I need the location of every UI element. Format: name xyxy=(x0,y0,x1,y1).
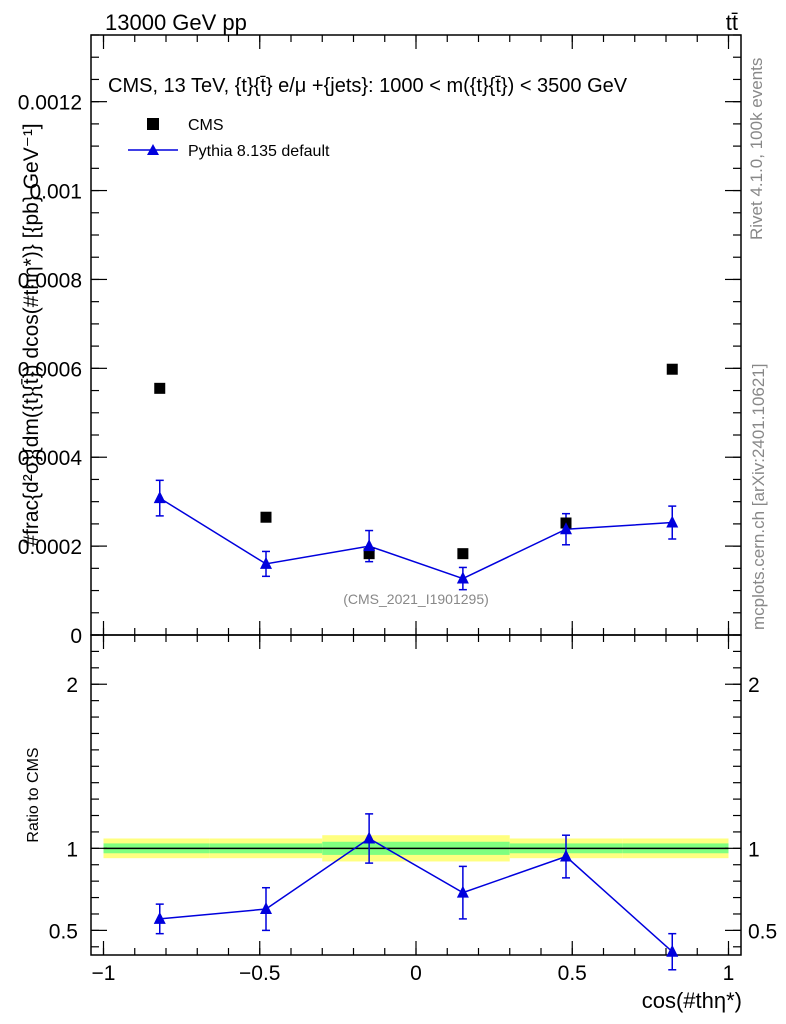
main-y-tick-label: 0.0004 xyxy=(18,447,83,470)
cms-data-point xyxy=(363,548,375,560)
rivet-label: Rivet 4.1.0, 100k events xyxy=(747,58,766,240)
ratio-y-tick-label-left: 1 xyxy=(66,838,78,861)
ratio-y-axis-label: Ratio to CMS xyxy=(25,747,42,842)
ratio-y-tick-label-right: 2 xyxy=(748,674,760,697)
cms-data-point xyxy=(260,511,272,523)
ratio-x-tick-label: 1 xyxy=(723,962,735,985)
ratio-data-point xyxy=(560,849,572,862)
main-y-axis-label: #frac{d²σ}{dm({t}{t̄}) dcos(#thη*)} [{pb… xyxy=(20,123,43,546)
ratio-plot-frame xyxy=(90,634,742,956)
ratio-y-tick-label-left: 2 xyxy=(66,674,78,697)
main-y-tick-label: 0.0008 xyxy=(18,269,82,292)
main-data-marks xyxy=(153,363,679,591)
legend-pythia-label: Pythia 8.135 default xyxy=(188,143,330,160)
ratio-uncertainty-bands xyxy=(103,835,729,862)
main-y-tick-label: 0.0012 xyxy=(18,92,82,115)
pythia-data-point xyxy=(363,539,376,552)
ratio-data-point xyxy=(260,902,272,915)
main-plot-panel: 0 0.0002 0.0004 0.0006 0.0008 0.001 0.0012 CMS… xyxy=(18,34,742,648)
legend-cms-marker xyxy=(147,118,159,130)
pythia-series-line xyxy=(159,497,673,580)
pythia-data-point xyxy=(153,491,166,504)
analysis-watermark: (CMS_2021_I1901295) xyxy=(343,591,489,607)
energy-label: 13000 GeV pp xyxy=(105,10,247,35)
ratio-x-tick-label: −1 xyxy=(92,962,116,985)
legend-pythia-marker xyxy=(147,144,159,155)
main-ticks xyxy=(91,34,741,636)
ratio-data-point xyxy=(363,831,376,844)
legend-cms-label: CMS xyxy=(188,117,224,134)
main-y-tick-label: 0 xyxy=(70,625,82,648)
pythia-data-point xyxy=(666,515,679,528)
process-label: tt̄ xyxy=(726,10,738,35)
legend: CMS Pythia 8.135 default xyxy=(128,117,330,160)
ratio-plot-panel: 0.5 0.5 1 1 2 2 −1 −0.5 0 0.5 1 Ratio to CMS cos(#… xyxy=(25,634,777,1013)
cms-data-point xyxy=(457,548,469,560)
ratio-y-tick-label-left: 0.5 xyxy=(49,920,78,943)
main-y-tick-label: 0.001 xyxy=(29,181,82,204)
ratio-data-marks xyxy=(153,813,679,971)
ratio-y-tick-label-right: 1 xyxy=(748,838,760,861)
cms-data-point xyxy=(154,382,166,394)
ratio-ticks xyxy=(91,635,741,955)
pythia-data-point xyxy=(260,556,272,569)
x-axis-label: cos(#thη*) xyxy=(642,988,742,1013)
ratio-data-point xyxy=(456,885,469,898)
ratio-data-point xyxy=(666,944,679,957)
ratio-x-tick-label: 0 xyxy=(410,962,422,985)
ratio-data-point xyxy=(153,911,166,924)
main-y-tick-label: 0.0006 xyxy=(18,358,82,381)
mcplots-label: mcplots.cern.ch [arXiv:2401.10621] xyxy=(749,364,768,630)
main-y-tick-labels: 0 0.0002 0.0004 0.0006 0.0008 0.001 0.0012 xyxy=(18,92,83,648)
ratio-x-tick-label: 0.5 xyxy=(558,962,587,985)
ratio-x-tick-label: −0.5 xyxy=(239,962,280,985)
main-y-tick-label: 0.0002 xyxy=(18,536,82,559)
cms-data-point xyxy=(666,363,678,375)
ratio-tick-labels: 0.5 0.5 1 1 2 2 −1 −0.5 0 0.5 1 xyxy=(49,674,777,985)
pythia-data-point xyxy=(560,522,572,535)
ratio-series-line xyxy=(159,837,673,953)
ratio-y-tick-label-right: 0.5 xyxy=(748,920,777,943)
pythia-data-point xyxy=(456,571,469,584)
plot-title: CMS, 13 TeV, {t}{t̄} e/μ +{jets}: 1000 <… xyxy=(108,75,628,97)
